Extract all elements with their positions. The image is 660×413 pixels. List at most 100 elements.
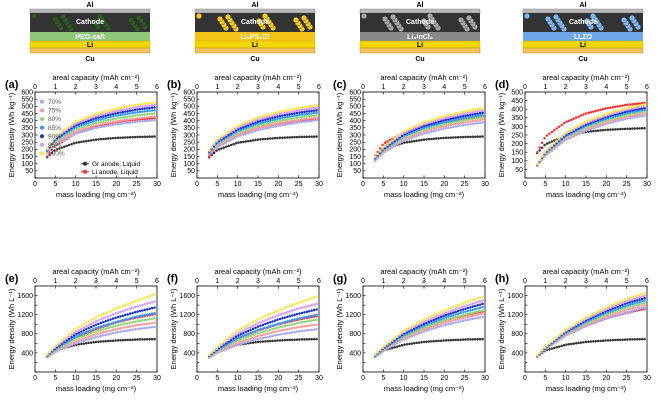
data-point <box>403 343 406 346</box>
cu-layer <box>522 47 644 54</box>
data-point <box>266 124 270 127</box>
data-point <box>452 308 455 312</box>
data-point <box>295 312 299 316</box>
data-point <box>452 305 455 309</box>
data-point <box>420 329 423 332</box>
data-point <box>303 118 306 121</box>
data-point <box>310 319 313 322</box>
data-point <box>298 111 301 114</box>
data-point <box>383 141 387 144</box>
data-point <box>300 306 304 309</box>
data-point <box>437 311 440 315</box>
data-point <box>454 112 457 115</box>
data-point <box>89 114 93 118</box>
data-point <box>621 118 624 121</box>
data-point <box>106 323 110 326</box>
data-point <box>604 306 607 310</box>
y-tick-label: 350 <box>511 115 523 122</box>
data-point <box>80 324 83 328</box>
data-point <box>94 121 98 125</box>
data-point <box>84 120 88 123</box>
data-point <box>604 311 607 315</box>
data-point <box>249 126 252 130</box>
top-tick-label: 3 <box>256 278 260 285</box>
data-point <box>315 313 318 316</box>
data-point <box>94 114 98 118</box>
data-point <box>631 304 634 308</box>
data-point <box>207 155 211 158</box>
data-point <box>128 109 132 113</box>
data-point <box>153 311 156 315</box>
data-point <box>89 325 93 329</box>
electrolyte-label: Li₆PS₅Cl <box>241 34 270 41</box>
data-point <box>481 309 484 312</box>
data-point <box>58 341 61 344</box>
data-point <box>415 322 418 325</box>
data-point <box>261 137 265 141</box>
data-point <box>266 339 270 343</box>
data-point <box>456 317 460 321</box>
data-point <box>427 322 431 326</box>
data-point <box>452 125 455 129</box>
y-tick-label: 400 <box>349 350 361 357</box>
data-point <box>628 303 632 306</box>
data-point <box>312 106 316 110</box>
data-point <box>628 301 632 304</box>
data-point <box>278 112 282 116</box>
data-point <box>456 320 460 324</box>
top-tick-label: 6 <box>155 278 159 285</box>
data-point <box>461 124 465 127</box>
data-point <box>153 101 156 104</box>
data-point <box>447 315 450 319</box>
data-point <box>116 311 120 314</box>
data-point <box>464 114 467 117</box>
data-point <box>293 121 296 125</box>
data-point <box>589 340 593 343</box>
data-point <box>405 327 409 331</box>
data-point <box>65 137 68 140</box>
data-point <box>633 306 637 310</box>
data-point <box>288 304 291 308</box>
data-point <box>403 139 406 142</box>
data-point <box>225 340 228 343</box>
data-point <box>242 326 245 329</box>
data-point <box>251 324 255 327</box>
data-point <box>425 329 428 332</box>
data-point <box>116 117 120 120</box>
data-point <box>72 334 76 337</box>
legend-label: 95% <box>48 142 61 149</box>
data-point <box>290 318 294 322</box>
data-point <box>254 125 257 128</box>
data-point <box>273 339 277 342</box>
data-point <box>606 116 610 120</box>
data-point <box>305 135 309 139</box>
y-axis-title: Energy density (Wh L⁻¹) <box>169 288 178 369</box>
cathode-particle <box>629 15 635 21</box>
data-point <box>464 304 467 308</box>
data-point <box>543 137 546 140</box>
data-point <box>254 323 257 326</box>
legend-marker <box>40 117 44 121</box>
data-point <box>461 311 465 314</box>
top-tick-label: 3 <box>256 84 260 91</box>
data-point <box>77 122 81 126</box>
data-point <box>594 126 598 129</box>
data-point <box>84 124 88 128</box>
data-point <box>114 327 117 331</box>
data-point <box>268 113 272 116</box>
data-point <box>310 135 313 138</box>
data-point <box>386 140 389 143</box>
data-point <box>609 306 612 310</box>
data-point <box>643 126 646 130</box>
data-point <box>422 130 426 133</box>
data-point <box>310 107 313 110</box>
data-point <box>53 345 56 349</box>
data-point <box>136 315 139 318</box>
data-point <box>239 342 243 346</box>
data-point <box>77 336 81 340</box>
data-point <box>99 125 103 129</box>
data-point <box>442 317 445 320</box>
y-tick-label: 400 <box>21 118 33 125</box>
data-point <box>456 115 460 119</box>
data-point <box>271 118 274 122</box>
